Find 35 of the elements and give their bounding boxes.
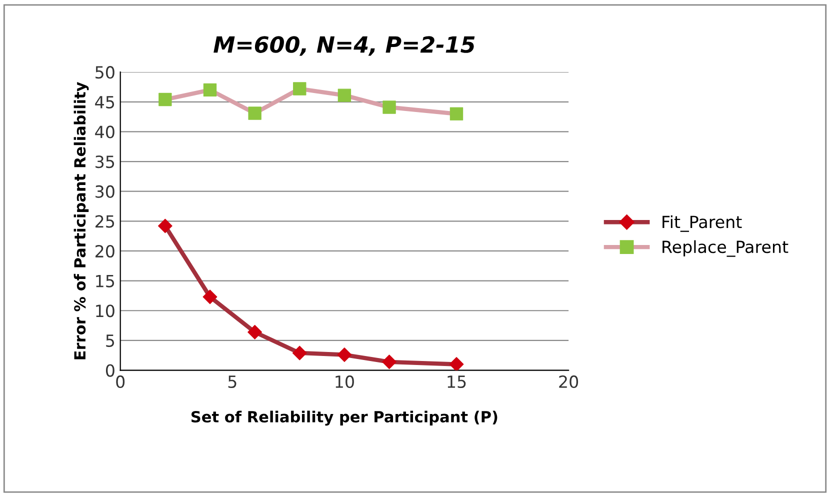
x-tick-label: 0 xyxy=(116,375,125,388)
point xyxy=(158,92,172,106)
x-tick-label: 5 xyxy=(228,376,236,388)
y-tick-label: 25 xyxy=(96,215,114,228)
point xyxy=(450,107,464,120)
point xyxy=(248,106,262,120)
point xyxy=(248,324,262,340)
point xyxy=(293,82,306,96)
point xyxy=(203,83,217,97)
point xyxy=(292,346,307,360)
x-axis-title: Set of Reliability per Participant (P) xyxy=(191,410,498,426)
x-tick-label: 10 xyxy=(336,375,354,388)
y-axis-title: Error % of Participant Reliability xyxy=(74,82,89,360)
point xyxy=(449,357,464,370)
x-tick-label: 20 xyxy=(559,375,578,388)
point xyxy=(382,354,396,370)
y-tick-label: 20 xyxy=(96,244,114,258)
point xyxy=(202,290,218,304)
legend-label: Fit_Parent xyxy=(662,215,742,232)
point xyxy=(382,100,396,114)
y-tick-label: 50 xyxy=(96,66,114,79)
chart-title: M=600, N=4, P=2-15 xyxy=(214,36,475,56)
y-tick-label: 10 xyxy=(96,304,114,318)
point xyxy=(337,348,352,362)
y-tick-label: 40 xyxy=(95,126,114,138)
y-tick-label: 5 xyxy=(106,334,114,348)
point xyxy=(158,218,172,234)
y-tick-label: 30 xyxy=(96,185,114,198)
legend-label: Replace_Parent xyxy=(662,240,788,257)
y-tick-label: 15 xyxy=(96,274,114,288)
y-tick-label: 45 xyxy=(95,96,114,108)
point xyxy=(338,88,352,102)
y-tick-label: 0 xyxy=(106,364,114,377)
y-tick-label: 35 xyxy=(96,155,114,168)
x-tick-label: 15 xyxy=(448,376,466,388)
